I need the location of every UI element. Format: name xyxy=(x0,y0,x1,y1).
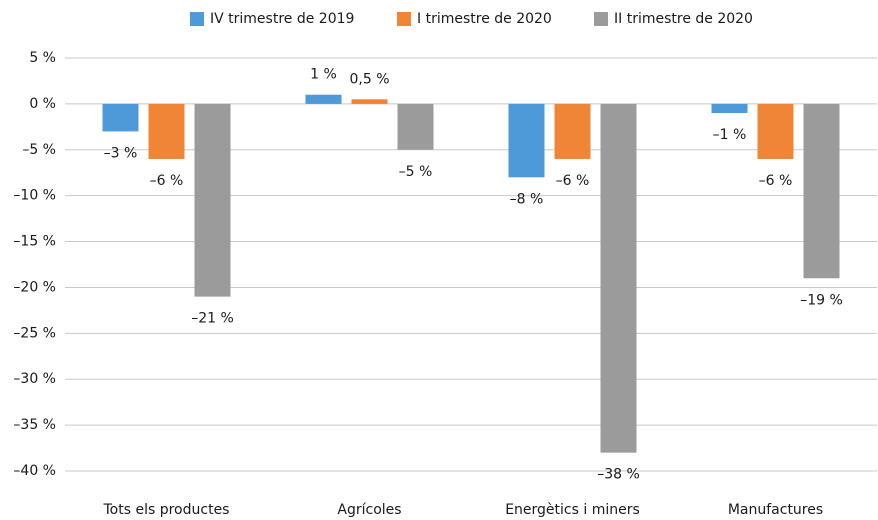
legend-swatch xyxy=(190,12,204,26)
bar xyxy=(305,94,342,104)
data-label: –38 % xyxy=(597,467,640,483)
y-tick-label: 5 % xyxy=(29,50,56,66)
data-label: –3 % xyxy=(104,145,138,161)
y-tick-label: 0 % xyxy=(29,96,56,112)
y-tick-label: –15 % xyxy=(13,234,56,250)
data-label: 1 % xyxy=(310,67,337,83)
y-tick-label: –30 % xyxy=(13,371,56,387)
x-tick-label: Tots els productes xyxy=(103,502,230,518)
y-tick-label: –5 % xyxy=(22,142,56,158)
data-label: –5 % xyxy=(399,164,433,180)
data-label: –1 % xyxy=(713,127,747,143)
bar xyxy=(194,103,231,297)
bar xyxy=(508,103,545,178)
x-tick-label: Energètics i miners xyxy=(505,502,640,518)
data-label: –6 % xyxy=(759,173,793,189)
bar xyxy=(397,103,434,150)
data-label: 0,5 % xyxy=(349,71,389,87)
y-tick-label: –10 % xyxy=(13,188,56,204)
data-label: –6 % xyxy=(150,173,184,189)
data-label: –19 % xyxy=(800,292,843,308)
x-tick-label: Agrícoles xyxy=(337,502,401,518)
data-label: –21 % xyxy=(191,311,234,327)
y-tick-label: –40 % xyxy=(13,463,56,479)
bar xyxy=(102,103,139,132)
legend-label: II trimestre de 2020 xyxy=(614,11,753,27)
legend-swatch xyxy=(594,12,608,26)
x-tick-label: Manufactures xyxy=(728,502,823,518)
data-label: –6 % xyxy=(556,173,590,189)
bar xyxy=(711,103,748,114)
data-label: –8 % xyxy=(510,191,544,207)
legend-label: IV trimestre de 2019 xyxy=(210,11,354,27)
bar xyxy=(148,103,185,159)
bar xyxy=(600,103,637,453)
bar xyxy=(351,99,388,104)
bar xyxy=(757,103,794,159)
bar xyxy=(554,103,591,159)
y-tick-label: –35 % xyxy=(13,417,56,433)
legend-label: I trimestre de 2020 xyxy=(417,11,552,27)
bar xyxy=(803,103,840,279)
y-tick-label: –25 % xyxy=(13,325,56,341)
legend-swatch xyxy=(397,12,411,26)
y-tick-label: –20 % xyxy=(13,279,56,295)
